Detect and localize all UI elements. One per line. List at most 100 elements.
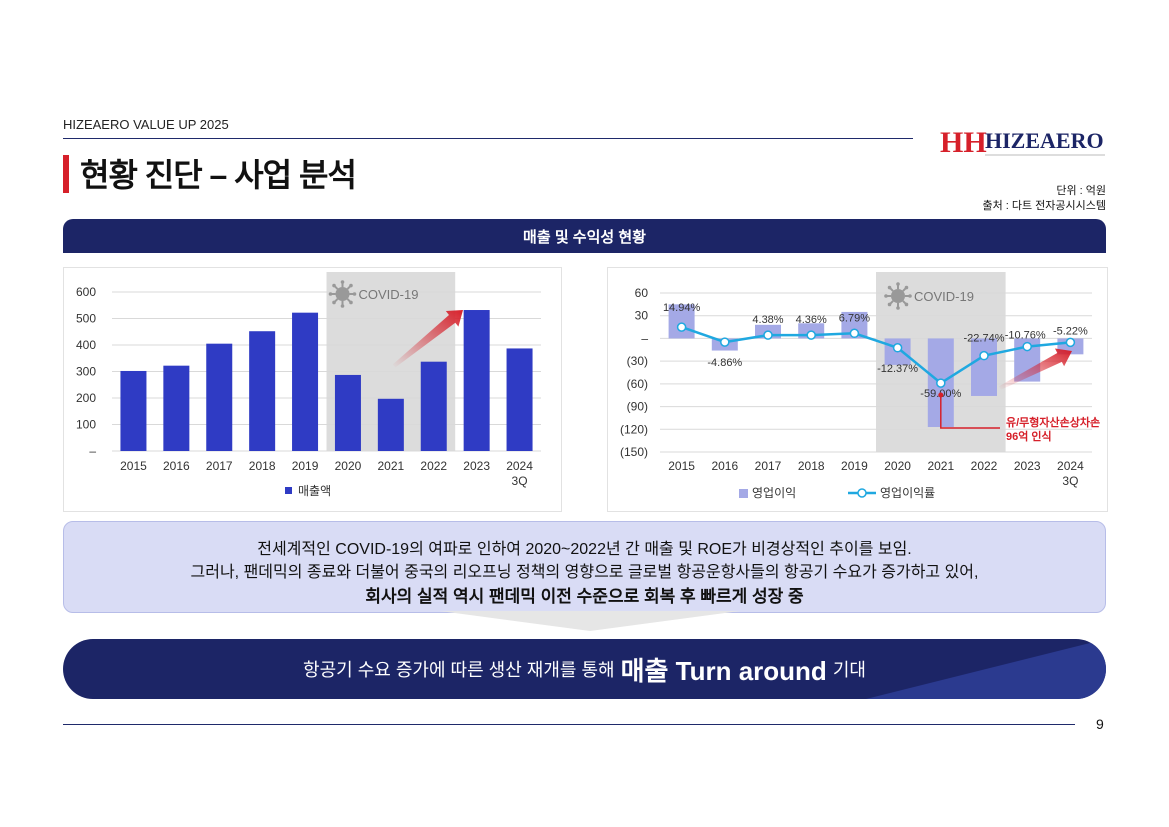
y-tick-label: (120)	[620, 422, 648, 436]
legend-label-bar: 영업이익	[752, 486, 796, 500]
x-tick-label: 2017	[755, 459, 782, 473]
data-label-margin: 4.38%	[752, 314, 783, 326]
y-tick-label: (30)	[627, 354, 648, 368]
section-banner: 매출 및 수익성 현황	[63, 219, 1106, 253]
down-arrow-shape	[440, 611, 740, 631]
bar-revenue-2017	[206, 343, 233, 451]
op-margin-point-2019	[849, 328, 860, 339]
callout-text: 유/무형자산손상차손	[1006, 415, 1100, 429]
y-tick-label: (60)	[627, 377, 648, 391]
x-tick-label: 2017	[206, 459, 233, 473]
x-tick-label: 3Q	[512, 474, 528, 488]
op-margin-point-2022	[979, 350, 989, 361]
operating-profit-chart-svg: 60 30 – (30) (60) (90) (120) (150) 14.94% -4.86% 4…	[620, 272, 1100, 500]
x-tick-label: 2016	[163, 459, 190, 473]
covid-virus-icon	[328, 280, 357, 308]
x-tick-label: 2021	[927, 459, 954, 473]
y-tick-label: –	[641, 331, 648, 345]
data-label-margin: -12.37%	[877, 363, 918, 375]
logo-wordmark: HIZEAERO	[985, 128, 1104, 153]
conclusion-banner: 항공기 수요 증가에 따른 생산 재개를 통해 매출 Turn around 기…	[63, 639, 1106, 699]
x-tick-label: 2015	[120, 459, 147, 473]
bar-revenue-2024	[506, 348, 533, 451]
bar-revenue-2022	[420, 361, 447, 451]
y-tick-label: 300	[76, 365, 96, 379]
covid-virus-icon	[884, 282, 912, 310]
x-tick-label: 2015	[668, 459, 695, 473]
y-tick-label: 400	[76, 338, 96, 352]
page-title: 현황 진단 – 사업 분석	[80, 157, 357, 193]
x-tick-label: 2023	[1014, 459, 1041, 473]
summary-line-2: 그러나, 팬데믹의 종료와 더불어 중국의 리오프닝 정책의 영향으로 글로벌 …	[190, 564, 979, 581]
conclusion-accent	[866, 639, 1106, 699]
op-margin-point-2017	[763, 330, 773, 340]
op-margin-point-2015	[676, 322, 687, 332]
op-margin-point-2020	[892, 343, 903, 353]
top-divider	[63, 138, 913, 139]
section-banner-title: 매출 및 수익성 현황	[523, 228, 646, 246]
op-margin-point-2021	[936, 378, 946, 388]
bar-revenue-2019	[292, 312, 319, 451]
legend-label: 매출액	[298, 484, 331, 498]
x-tick-label: 2024	[1057, 459, 1084, 473]
legend-swatch	[285, 487, 292, 494]
x-tick-label: 2022	[420, 459, 447, 473]
conclusion-post: 기대	[832, 660, 866, 680]
bottom-divider	[63, 724, 1075, 725]
callout-line	[940, 395, 1000, 429]
y-tick-label: 500	[76, 312, 96, 326]
summary-line-1: 전세계적인 COVID-19의 여파로 인하여 2020~2022년 간 매출 …	[257, 541, 912, 558]
x-tick-label: 2024	[506, 459, 533, 473]
op-margin-point-2018	[806, 330, 816, 340]
data-label-margin: -5.22%	[1053, 325, 1088, 337]
op-margin-line	[681, 325, 1071, 385]
op-margin-point-2024	[1065, 337, 1076, 348]
y-tick-label: 60	[635, 286, 649, 300]
x-tick-label: 2018	[798, 459, 825, 473]
growth-arrow	[999, 348, 1072, 390]
unit-note: 단위 : 억원	[1056, 185, 1106, 197]
y-tick-label: 600	[76, 285, 96, 299]
data-label-margin: -4.86%	[707, 357, 742, 369]
source-note: 출처 : 다트 전자공시시스템	[982, 200, 1106, 212]
summary-box: 전세계적인 COVID-19의 여파로 인하여 2020~2022년 간 매출 …	[63, 521, 1106, 613]
bar-revenue-2015	[120, 370, 147, 451]
x-tick-label: 3Q	[1062, 474, 1078, 488]
x-tick-label: 2019	[841, 459, 868, 473]
x-tick-label: 2019	[292, 459, 319, 473]
growth-arrow	[392, 310, 463, 368]
op-margin-point-2023	[1022, 341, 1032, 352]
conclusion-pre: 항공기 수요 증가에 따른 생산 재개를 통해	[303, 660, 615, 680]
x-tick-label: 2023	[463, 459, 490, 473]
operating-profit-chart: 60 30 – (30) (60) (90) (120) (150) 14.94% -4.86% 4…	[607, 267, 1108, 512]
covid-label: COVID-19	[914, 289, 974, 304]
summary-line-3: 회사의 실적 역시 팬데믹 이전 수준으로 회복 후 빠르게 성장 중	[365, 587, 804, 606]
bar-revenue-2021	[377, 398, 404, 451]
covid-label: COVID-19	[359, 287, 419, 302]
callout-text: 96억 인식	[1006, 429, 1052, 443]
y-tick-label: (90)	[627, 400, 648, 414]
bar-revenue-2016	[163, 365, 190, 451]
bar-revenue-2023	[463, 310, 490, 451]
data-label-margin: -10.76%	[1005, 330, 1046, 342]
revenue-chart-svg: – 100 200 300 400 500 600 2015 2016 2017 2018 2019 2…	[76, 272, 541, 498]
title-accent-bar	[63, 155, 69, 193]
company-logo: HH HIZEAERO	[940, 122, 1110, 162]
y-tick-label: 200	[76, 391, 96, 405]
x-tick-label: 2018	[249, 459, 276, 473]
data-label-margin: 6.79%	[839, 312, 870, 324]
brand-line: HIZEAERO VALUE UP 2025	[63, 117, 229, 132]
x-tick-label: 2022	[971, 459, 998, 473]
x-tick-label: 2016	[711, 459, 738, 473]
y-tick-label: 100	[76, 418, 96, 432]
logo-mark: HH	[940, 126, 987, 159]
legend-swatch-bar	[739, 489, 748, 498]
x-tick-label: 2021	[377, 459, 404, 473]
y-tick-label: 30	[635, 309, 649, 323]
legend-label-line: 영업이익률	[880, 486, 935, 500]
bar-revenue-2020	[334, 374, 361, 451]
legend-swatch-marker	[857, 488, 867, 498]
x-tick-label: 2020	[335, 459, 362, 473]
revenue-chart: – 100 200 300 400 500 600 2015 2016 2017 2018 2019 2…	[63, 267, 562, 512]
page-number: 9	[1096, 716, 1104, 732]
